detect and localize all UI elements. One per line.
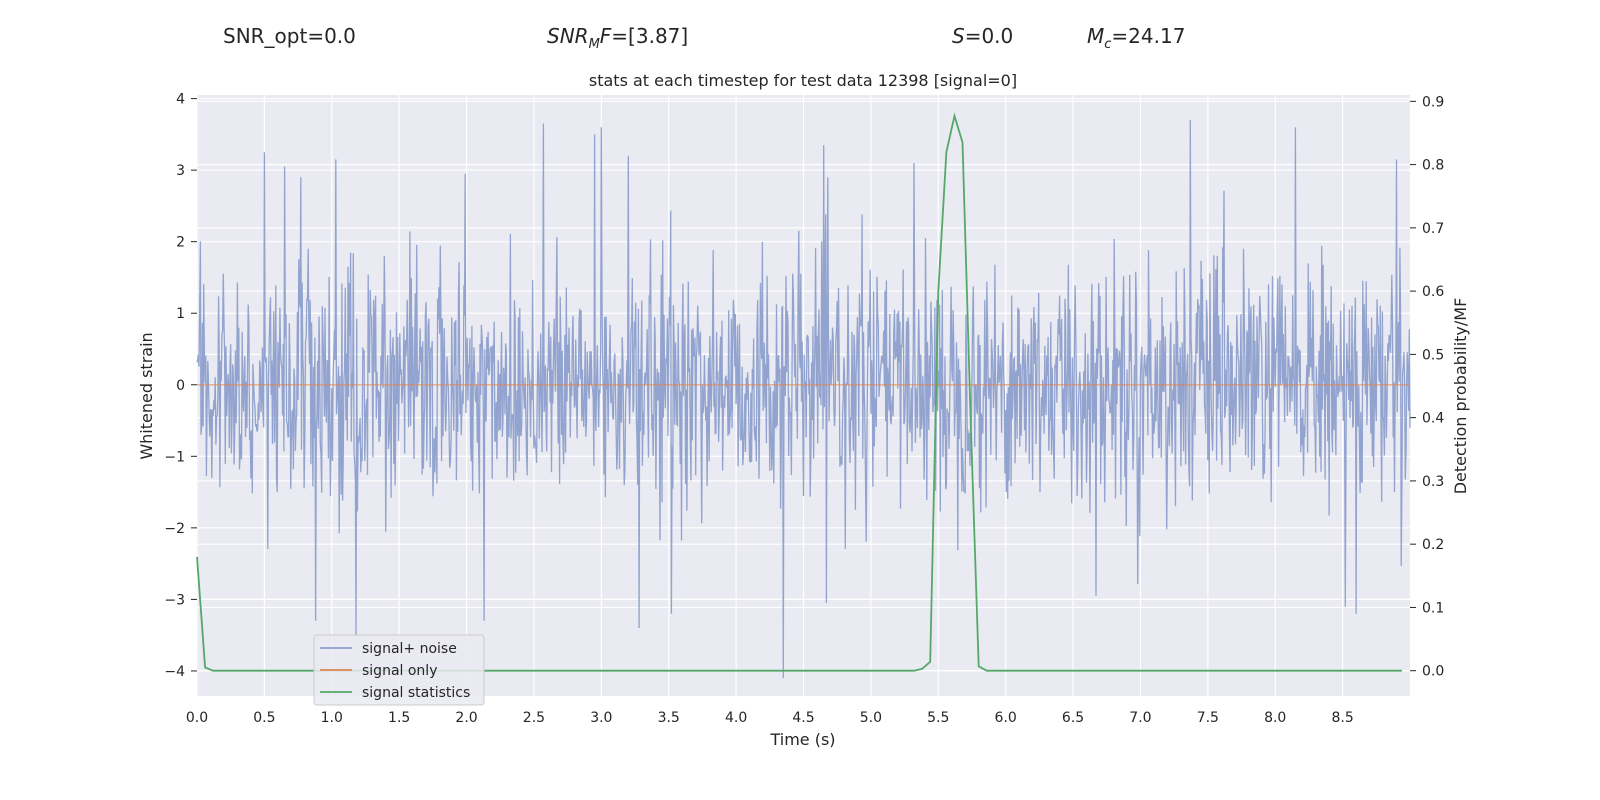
chart-title: stats at each timestep for test data 123…	[589, 71, 1017, 90]
snr-mf-value: =[3.87]	[611, 24, 689, 48]
legend-box	[313, 634, 485, 706]
mc-label: Mc=24.17	[1087, 24, 1185, 52]
y-tick-label: 3	[176, 163, 185, 179]
x-tick-label: 1.5	[388, 710, 410, 726]
x-tick-label: 7.0	[1129, 710, 1151, 726]
y-tick-label: −3	[164, 592, 185, 608]
x-tick-label: 0.5	[253, 710, 275, 726]
x-tick-label: 3.5	[658, 710, 680, 726]
y2-tick-label: 0.5	[1422, 347, 1444, 363]
snr-mf-subscript: M	[588, 37, 600, 52]
mc-value: =24.17	[1111, 24, 1186, 48]
legend-label: signal+ noise	[362, 641, 457, 657]
snr-mf-tail: F	[599, 24, 612, 48]
mc-subscript: c	[1104, 37, 1112, 52]
x-tick-label: 5.5	[927, 710, 949, 726]
signal-noise-trace	[196, 119, 1411, 679]
x-tick-label: 0.0	[186, 710, 208, 726]
y-tick-label: −4	[164, 664, 185, 680]
s-name: S	[952, 24, 965, 48]
y2-tick-label: 0.7	[1422, 221, 1444, 237]
y2-tick-label: 0.8	[1422, 158, 1444, 174]
x-axis-label: Time (s)	[769, 730, 835, 749]
y2-tick-label: 0.9	[1422, 94, 1444, 110]
y2-tick-label: 0.3	[1422, 474, 1444, 490]
y-tick-label: 1	[176, 306, 185, 322]
snr-mf-name: SNR	[547, 24, 589, 48]
snr-mf-label: SNRMF=[3.87]	[547, 24, 688, 52]
x-tick-label: 6.0	[995, 710, 1017, 726]
y-tick-label: −2	[164, 521, 185, 537]
x-tick-label: 5.0	[860, 710, 882, 726]
x-tick-label: 2.0	[455, 710, 477, 726]
x-tick-label: 6.5	[1062, 710, 1084, 726]
axes: 0.0 0.5 1.0 1.5 2.0 2.5 3.0 3.5 4.0 4.5 5.0 5.5 6.0 6…	[164, 92, 1444, 726]
y2-tick-label: 0.6	[1422, 284, 1444, 300]
x-tick-label: 7.5	[1197, 710, 1219, 726]
x-tick-label: 4.0	[725, 710, 747, 726]
snr-opt-label: SNR_opt=0.0	[223, 24, 356, 48]
x-tick-label: 3.0	[590, 710, 612, 726]
x-tick-label: 2.5	[523, 710, 545, 726]
y-axis-label: Whitened strain	[137, 332, 156, 459]
s-value: =0.0	[964, 24, 1014, 48]
legend: signal+ noise signal only signal statistic…	[313, 634, 485, 706]
x-tick-label: 1.0	[321, 710, 343, 726]
x-tick-label: 8.0	[1264, 710, 1286, 726]
y2-tick-label: 0.1	[1422, 600, 1444, 616]
y2-axis-label: Detection probability/MF	[1451, 298, 1470, 495]
legend-label: signal statistics	[362, 685, 470, 701]
legend-label: signal only	[362, 663, 437, 679]
x-tick-label: 4.5	[792, 710, 814, 726]
x-tick-label: 8.5	[1331, 710, 1353, 726]
s-label: S=0.0	[952, 24, 1013, 48]
y2-tick-label: 0.4	[1422, 411, 1444, 427]
y-tick-label: 4	[176, 92, 185, 108]
y-tick-label: −1	[164, 449, 185, 465]
y2-tick-label: 0.2	[1422, 537, 1444, 553]
y2-tick-label: 0.0	[1422, 664, 1444, 680]
y-tick-label: 0	[176, 378, 185, 394]
y-tick-label: 2	[176, 235, 185, 251]
mc-name: M	[1087, 24, 1105, 48]
